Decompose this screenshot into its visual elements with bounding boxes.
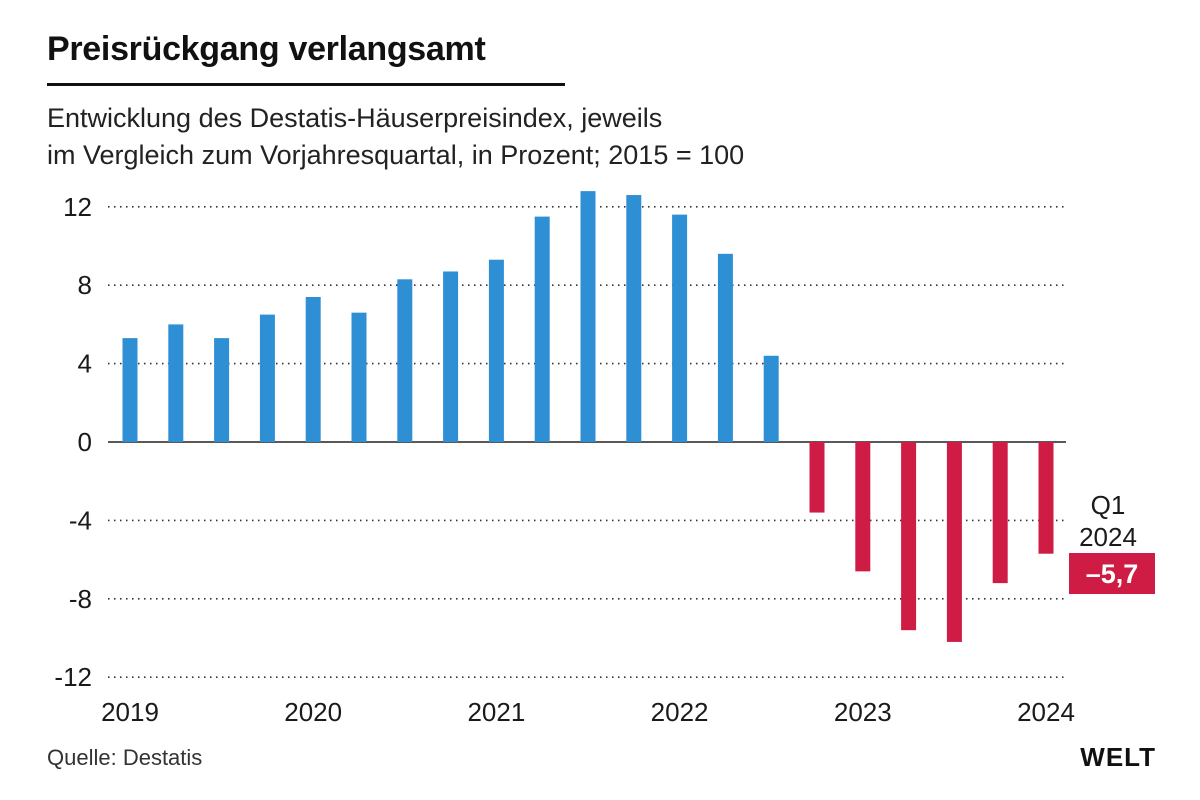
bar xyxy=(992,442,1008,584)
chart-title: Preisrückgang verlangsamt xyxy=(47,30,486,68)
subtitle-line-2: im Vergleich zum Vorjahresquartal, in Pr… xyxy=(47,140,745,170)
subtitle-line-1: Entwicklung des Destatis-Häuserpreisinde… xyxy=(47,103,663,133)
x-tick-label: 2020 xyxy=(284,697,342,727)
bar xyxy=(351,312,367,442)
source-note: Quelle: Destatis xyxy=(47,745,203,770)
annotation-quarter: Q1 xyxy=(1091,490,1126,520)
x-tick-label: 2022 xyxy=(651,697,709,727)
y-tick-label: -8 xyxy=(69,584,92,614)
bar xyxy=(855,442,871,572)
bar xyxy=(305,296,321,442)
y-tick-label: 12 xyxy=(63,192,92,222)
bar xyxy=(763,355,779,442)
y-tick-label: -4 xyxy=(69,505,92,535)
bar xyxy=(214,338,230,442)
chart-subtitle: Entwicklung des Destatis-Häuserpreisinde… xyxy=(47,100,744,174)
bar xyxy=(168,324,184,442)
bar xyxy=(901,442,917,631)
bar xyxy=(946,442,962,642)
annotation-value-label: –5,7 xyxy=(1086,559,1139,589)
bar xyxy=(809,442,825,513)
y-tick-label: 4 xyxy=(78,349,92,379)
x-tick-label: 2023 xyxy=(834,697,892,727)
welt-logo: WELT xyxy=(1080,742,1156,772)
bar xyxy=(717,253,733,442)
bar xyxy=(1038,442,1054,554)
bar xyxy=(122,338,138,442)
y-tick-label: -12 xyxy=(54,662,92,692)
x-tick-label: 2024 xyxy=(1017,697,1075,727)
bar xyxy=(580,191,596,442)
y-tick-label: 0 xyxy=(78,427,92,457)
y-tick-label: 8 xyxy=(78,270,92,300)
annotation-value-badge xyxy=(1069,553,1155,594)
bar xyxy=(259,314,275,442)
annotation-year: 2024 xyxy=(1079,522,1137,552)
bar xyxy=(488,259,504,442)
bar xyxy=(443,271,459,442)
bar xyxy=(397,279,413,442)
bar xyxy=(672,214,688,442)
x-tick-label: 2021 xyxy=(467,697,525,727)
bar xyxy=(626,195,642,442)
title-underline xyxy=(47,83,565,86)
bar xyxy=(534,216,550,442)
x-tick-label: 2019 xyxy=(101,697,159,727)
